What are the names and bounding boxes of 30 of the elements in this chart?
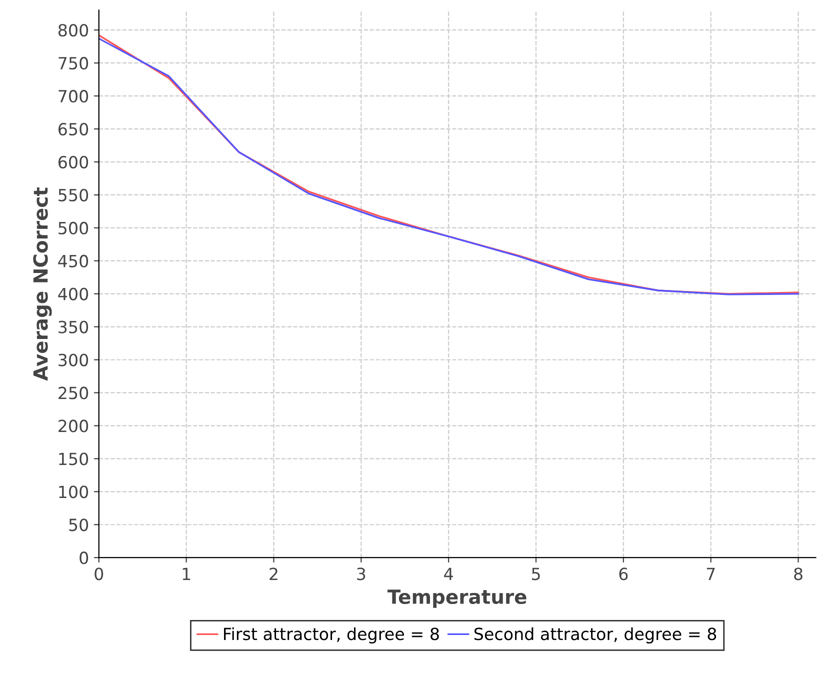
y-tick-label: 200 (58, 420, 88, 432)
x-tick-label: 5 (532, 568, 540, 580)
y-tick-label: 50 (69, 518, 88, 532)
y-tick-label: 650 (58, 122, 88, 136)
y-tick-label: 100 (59, 486, 88, 498)
x-tick-label: 4 (444, 568, 453, 580)
y-tick-label: 700 (58, 90, 88, 103)
y-tick-label: 750 (58, 56, 88, 70)
x-tick-label: 7 (706, 568, 715, 580)
y-tick-label: 600 (58, 156, 88, 168)
x-tick-label: 6 (619, 568, 628, 580)
x-tick-label: 2 (270, 568, 278, 580)
x-tick-label: 0 (94, 568, 104, 580)
x-tick-label: 1 (182, 568, 190, 580)
y-axis-title: Average NCorrect (33, 187, 52, 381)
x-axis-title: Temperature (387, 590, 526, 608)
y-tick-label: 450 (58, 254, 88, 268)
x-tick-label: 8 (794, 568, 802, 580)
y-tick-label: 800 (58, 24, 88, 37)
y-tick-label: 250 (58, 386, 88, 400)
y-tick-label: 150 (59, 452, 88, 466)
y-tick-label: 350 (58, 320, 88, 334)
y-tick-label: 400 (58, 288, 88, 300)
y-tick-label: 0 (80, 552, 88, 564)
x-tick-label: 3 (357, 568, 366, 580)
y-tick-label: 300 (58, 354, 88, 366)
y-tick-label: 500 (58, 222, 88, 234)
legend-label: Second attractor, degree = 8 (474, 627, 716, 644)
y-tick-label: 550 (58, 188, 88, 202)
legend-label: First attractor, degree = 8 (224, 627, 439, 644)
